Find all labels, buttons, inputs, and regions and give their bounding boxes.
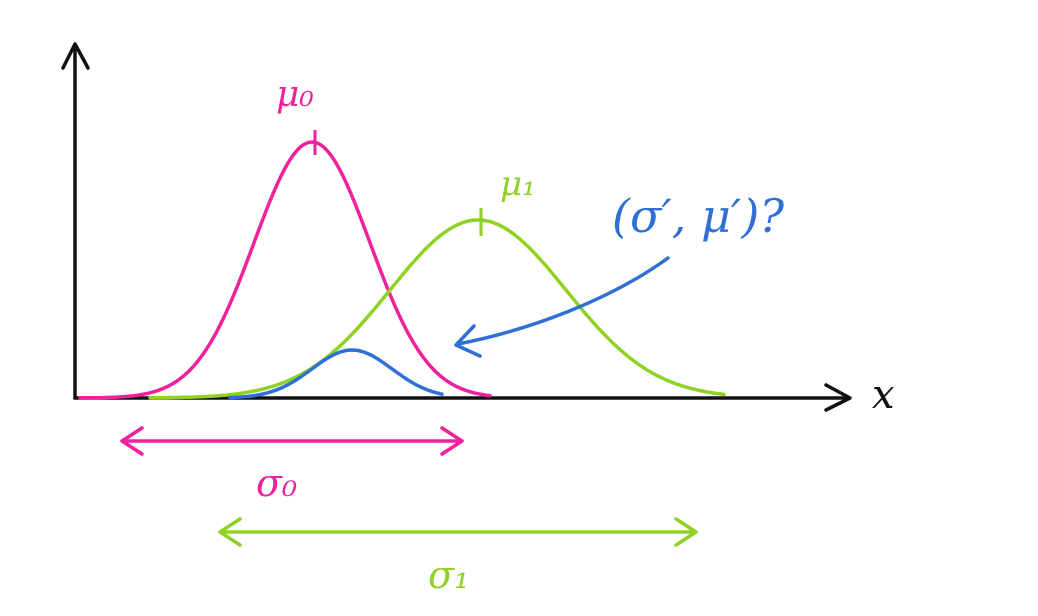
y-axis-arrowhead (61, 42, 90, 70)
question-arrowhead (454, 324, 482, 358)
gaussian-curve-0 (78, 140, 492, 400)
x-axis-label: x (872, 372, 895, 418)
sigma1-label: σ₁ (428, 553, 469, 597)
sigma0-range-arrow (120, 426, 464, 456)
gaussian-curve-1 (148, 218, 726, 400)
mu1-label: μ₁ (500, 164, 536, 204)
x-axis-arrowhead (824, 383, 852, 412)
sigma0-label: σ₀ (256, 461, 297, 505)
sigma1-range-arrow (218, 517, 698, 547)
question-arrow (456, 256, 670, 346)
mu0-label: μ₀ (276, 74, 314, 115)
question-label: (σ′, μ′)? (612, 189, 784, 243)
product-curve (228, 348, 444, 400)
